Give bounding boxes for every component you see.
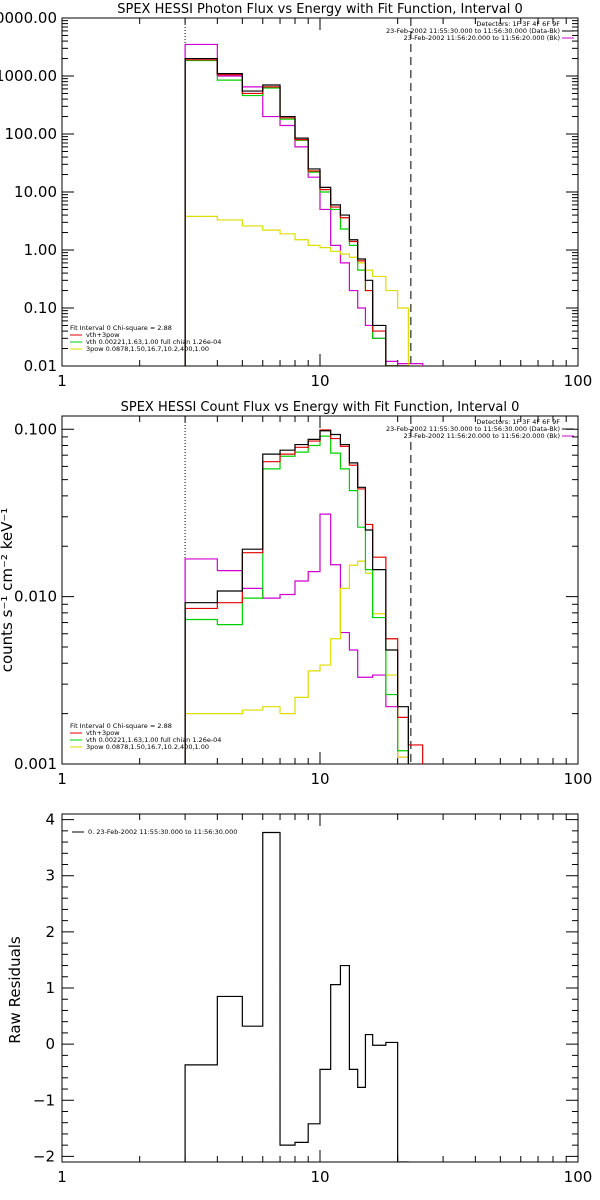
y-tick-label: −2 <box>33 1147 55 1165</box>
legend-bottom-entry: vth+3pow <box>86 729 120 737</box>
y-tick-label: 0.10 <box>24 299 57 317</box>
y-tick-label: 0.001 <box>14 755 57 773</box>
legend-bottom-entry: vth+3pow <box>86 331 120 339</box>
x-tick-label: 100 <box>564 770 593 788</box>
x-tick-label: 1 <box>57 1168 67 1186</box>
legend-bottom-entry: Fit Interval 0 Chi-square = 2.88 <box>70 324 172 332</box>
y-tick-label: 0 <box>45 1035 55 1053</box>
x-tick-label: 10 <box>310 372 329 390</box>
series-line-0-23-feb-2002-11-55-30-000-to- <box>184 831 409 1162</box>
y-tick-label: 2 <box>45 923 55 941</box>
x-tick-label: 10 <box>310 1168 329 1186</box>
y-tick-label: 100.00 <box>5 125 58 143</box>
y-tick-label: 10.00 <box>14 183 57 201</box>
count-flux-title: SPEX HESSI Count Flux vs Energy with Fit… <box>121 400 520 415</box>
legend-bottom-entry: Fit Interval 0 Chi-square = 2.88 <box>70 722 172 730</box>
count-flux-plot-frame <box>61 415 579 765</box>
x-tick-label: 1 <box>57 770 67 788</box>
x-tick-label: 100 <box>564 1168 593 1186</box>
legend-top-entry: 23-Feb-2002 11:56:20.000 to 11:56:20.000… <box>404 432 560 440</box>
legend-top-entry: 23-Feb-2002 11:55:30.000 to 11:56:30.000… <box>386 27 560 35</box>
x-tick-label: 100 <box>564 372 593 390</box>
y-tick-label: 1.00 <box>24 241 57 259</box>
series-line-data <box>184 430 409 764</box>
legend-top-entry: 23-Feb-2002 11:55:30.000 to 11:56:30.000… <box>386 425 560 433</box>
y-tick-label: 1000.00 <box>0 67 57 85</box>
series-line-background <box>184 513 409 764</box>
count-flux-y-axis-label: counts s⁻¹ cm⁻² keV⁻¹ <box>0 508 16 673</box>
photon-flux-panel: SPEX HESSI Photon Flux vs Energy with Fi… <box>0 2 592 390</box>
y-tick-label: 10000.00 <box>0 9 57 27</box>
series-line-background <box>184 43 424 366</box>
residuals-panel: Raw Residuals 1 10 100 −2 −1 0 1 2 3 4 0. 23-Feb-2… <box>6 811 592 1186</box>
legend-bottom-entry: 3pow 0.0878,1.50,16.7,10.2,400,1.00 <box>86 743 209 751</box>
x-tick-label: 1 <box>57 372 67 390</box>
series-line-3pow-0-0878-1-50-16-7-10-2-400 <box>184 560 409 764</box>
series-line-data <box>184 57 409 366</box>
y-tick-label: −1 <box>33 1091 55 1109</box>
legend-top-entry: 23-Feb-2002 11:56:20.000 to 11:56:20.000… <box>404 34 560 42</box>
legend-entry: 0. 23-Feb-2002 11:55:30.000 to 11:56:30.… <box>88 828 237 836</box>
series-line-3pow-0-0878-1-50-16-7-10-2-400 <box>184 215 409 366</box>
y-tick-label: 1 <box>45 979 55 997</box>
y-tick-label: 0.01 <box>24 357 57 375</box>
series-line-vth-0-00221-1-63-1-00-full-chi <box>184 435 409 764</box>
series-line-vth-3pow <box>184 59 409 366</box>
count-flux-panel: SPEX HESSI Count Flux vs Energy with Fit… <box>0 400 592 788</box>
photon-flux-title: SPEX HESSI Photon Flux vs Energy with Fi… <box>117 2 523 17</box>
x-tick-label: 10 <box>310 770 329 788</box>
legend-bottom-entry: vth 0.00221,1.63,1.00 full chian 1.26e-0… <box>86 736 221 744</box>
y-tick-label: 4 <box>45 811 55 829</box>
residuals-y-axis-label: Raw Residuals <box>6 936 24 1044</box>
legend-bottom-entry: 3pow 0.0878,1.50,16.7,10.2,400,1.00 <box>86 345 209 353</box>
series-line-vth-3pow <box>184 429 424 764</box>
legend-bottom-entry: vth 0.00221,1.63,1.00 full chian 1.26e-0… <box>86 338 221 346</box>
y-tick-label: 0.100 <box>14 420 57 438</box>
legend-top-entry: Detectors: 1F 3F 4F 6F 9F <box>476 418 560 426</box>
legend-top-entry: Detectors: 1F 3F 4F 6F 9F <box>476 20 560 28</box>
y-tick-label: 3 <box>45 867 55 885</box>
y-tick-label: 0.010 <box>14 588 57 606</box>
